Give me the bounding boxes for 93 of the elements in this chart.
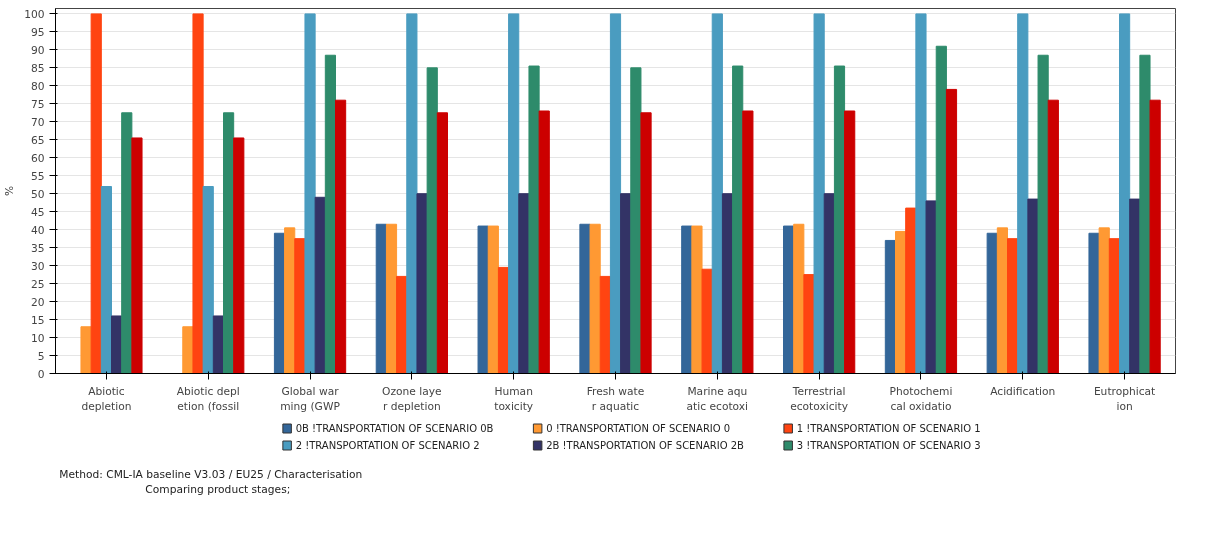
x-tick-label: Acidification — [990, 384, 1056, 398]
y-tick-label: 70 — [30, 115, 45, 129]
legend-label: 0 !TRANSPORTATION OF SCENARIO 0 — [546, 423, 731, 434]
y-tick-label: 80 — [30, 79, 45, 93]
x-tick-label: Terrestrial ecotoxicity — [790, 384, 849, 414]
bar — [202, 186, 214, 374]
bar — [996, 227, 1008, 374]
bar — [844, 110, 856, 374]
bar — [131, 137, 143, 374]
bar — [324, 54, 336, 374]
bar — [732, 65, 744, 374]
bar — [833, 65, 846, 374]
bar — [1047, 99, 1059, 374]
x-tick-label: Eutrophicat ion — [1093, 384, 1156, 414]
bar — [314, 196, 326, 374]
bar — [783, 225, 795, 374]
y-tick-label: 55 — [30, 169, 45, 183]
x-tick-label: Human toxicity — [494, 384, 534, 414]
bar — [1119, 13, 1131, 374]
bar — [630, 67, 642, 374]
x-tick-label: Photochemi cal oxidatio — [889, 384, 953, 414]
bar — [233, 137, 245, 374]
y-tick-label: 30 — [30, 259, 45, 273]
y-tick-label: 0 — [37, 367, 45, 381]
bar — [711, 13, 723, 374]
bar — [691, 225, 703, 374]
bar — [477, 225, 489, 374]
bar — [538, 110, 550, 374]
y-tick-label: 85 — [30, 61, 45, 75]
bar — [487, 225, 499, 374]
bar — [335, 99, 347, 374]
x-tick-label: Ozone laye r depletion — [382, 384, 442, 414]
bar — [589, 223, 601, 374]
bar — [742, 110, 754, 374]
y-tick-label: 65 — [30, 133, 45, 147]
legend-label: 0B !TRANSPORTATION OF SCENARIO 0B — [295, 423, 494, 434]
y-tick-label: 10 — [30, 331, 45, 345]
y-tick-label: 75 — [30, 97, 45, 111]
bar — [1017, 13, 1029, 374]
y-tick-label: 40 — [30, 223, 45, 237]
bar — [915, 13, 927, 374]
bar — [1098, 227, 1110, 374]
y-tick-label: 45 — [30, 205, 45, 219]
bar — [945, 88, 958, 374]
x-tick-label: Marine aqu atic ecotoxi — [686, 384, 749, 414]
bar — [223, 112, 235, 374]
bar — [640, 112, 652, 374]
bar — [925, 200, 937, 374]
y-tick-label: 90 — [30, 43, 45, 57]
bar — [304, 13, 316, 374]
bar — [986, 232, 998, 374]
bar — [528, 65, 540, 374]
bar — [385, 223, 398, 374]
bar — [793, 223, 805, 374]
bar — [406, 13, 418, 374]
legend-label: 3 !TRANSPORTATION OF SCENARIO 3 — [796, 440, 981, 451]
text: Method: CML-IA baseline V3.03 / EU25 / Characterisation — [59, 468, 363, 481]
bar — [701, 268, 713, 374]
y-tick-label: 5 — [37, 349, 45, 363]
y-tick-label: 20 — [30, 295, 45, 309]
y-tick-label: 15 — [30, 313, 45, 327]
bar — [284, 227, 296, 374]
y-tick-label: 35 — [30, 241, 45, 255]
bar — [121, 112, 133, 374]
bar — [212, 315, 224, 374]
text: Comparing product stages; — [145, 483, 291, 496]
bar — [1149, 99, 1161, 374]
bar — [436, 112, 448, 374]
bar — [935, 45, 947, 374]
bar — [111, 315, 123, 374]
bar — [426, 67, 438, 374]
y-tick-label: 100 — [24, 7, 45, 21]
y-tick-label: 60 — [30, 151, 45, 165]
bar — [192, 13, 204, 374]
x-tick-label: Abiotic depl etion (fossil — [176, 384, 240, 414]
bar — [813, 13, 825, 374]
bar — [508, 13, 520, 374]
y-tick-label: 25 — [30, 277, 45, 291]
y-tick-label: 50 — [30, 187, 45, 201]
x-tick-label: Fresh wate r aquatic — [586, 384, 645, 414]
legend-label: 2 !TRANSPORTATION OF SCENARIO 2 — [295, 440, 480, 451]
legend-label: 2B !TRANSPORTATION OF SCENARIO 2B — [546, 440, 745, 451]
bar — [1037, 54, 1049, 374]
bar — [1139, 54, 1151, 374]
y-tick-label: 95 — [30, 25, 45, 39]
bar — [90, 13, 102, 374]
legend-label: 1 !TRANSPORTATION OF SCENARIO 1 — [796, 423, 981, 434]
x-tick-label: Global war ming (GWP — [280, 384, 341, 414]
x-tick-label: Abiotic depletion — [81, 384, 132, 414]
y-axis-title: % — [3, 185, 17, 197]
bar — [681, 225, 693, 374]
bar — [100, 186, 112, 374]
bar — [609, 13, 622, 374]
